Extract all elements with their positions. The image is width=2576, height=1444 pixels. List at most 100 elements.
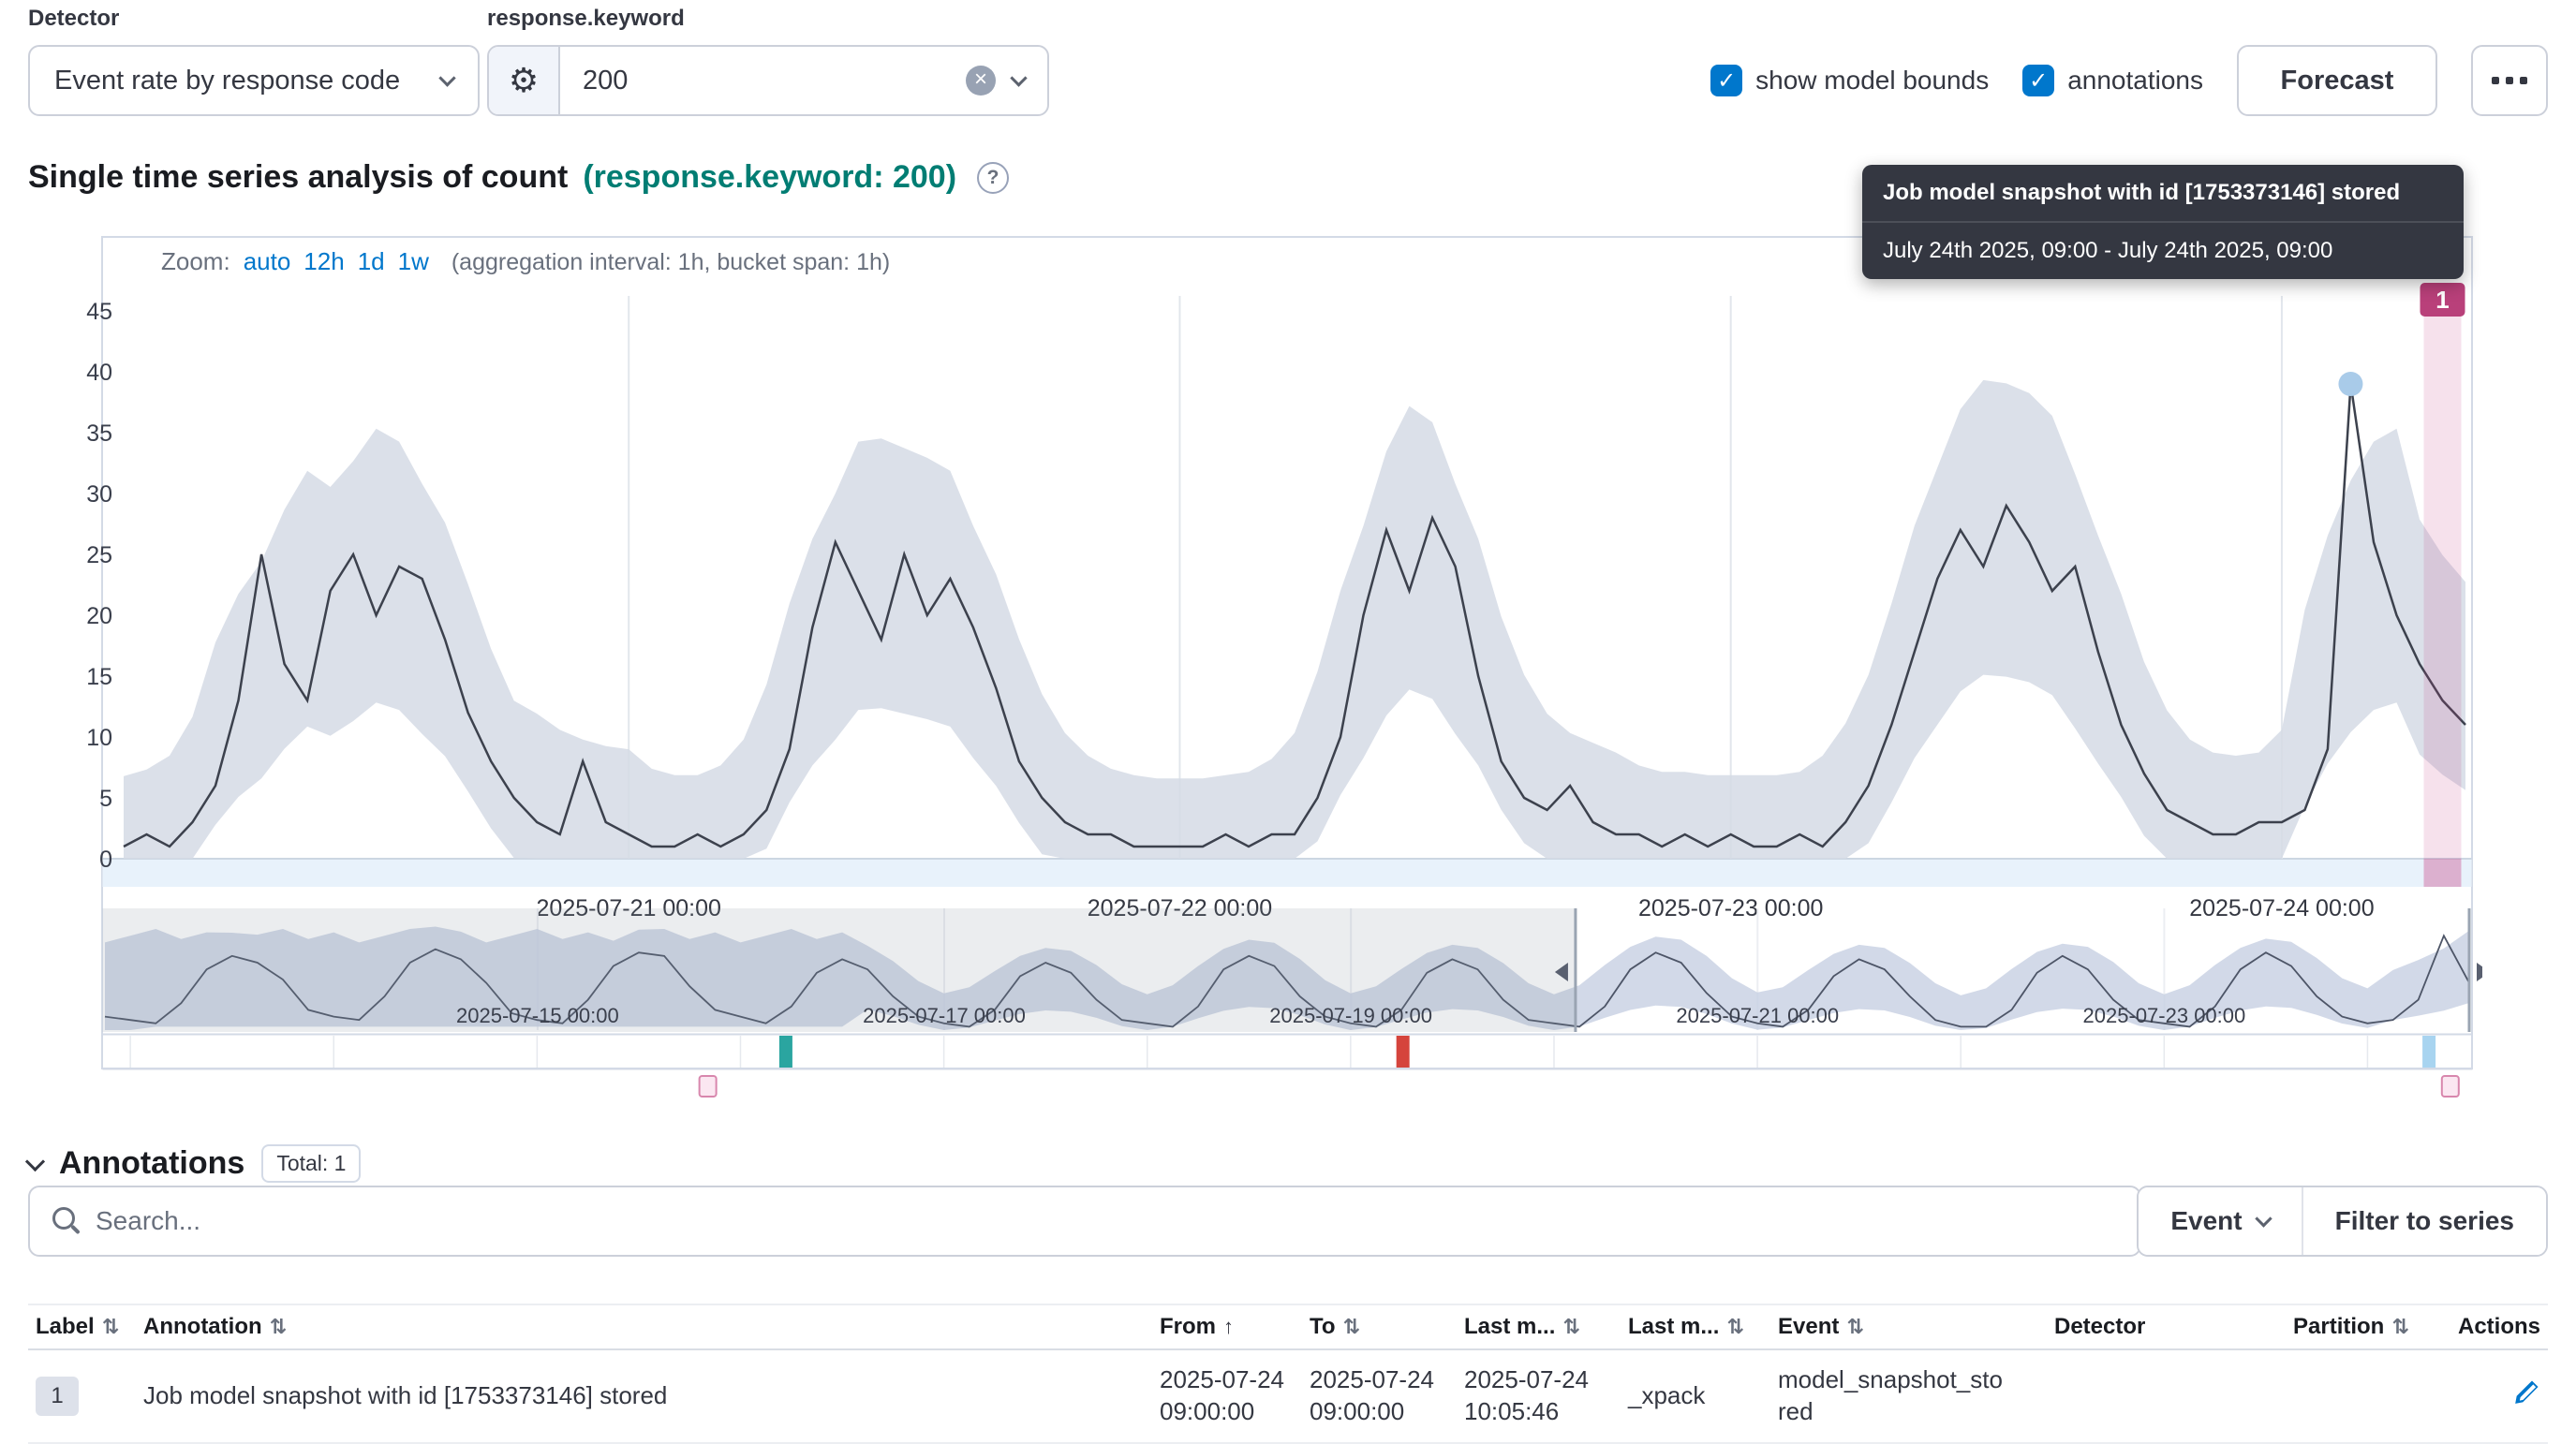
model-bounds-area [124,379,2465,859]
brush-left-arrow-icon[interactable] [1554,963,1568,981]
search-icon [52,1207,81,1235]
col-partition[interactable]: Partition ⇅ [2293,1314,2409,1339]
annotation-tooltip-title: Job model snapshot with id [1753373146] … [1862,165,2464,223]
event-filter-button[interactable]: Event [2139,1187,2302,1255]
col-detector: Detector [2054,1314,2146,1339]
show-model-bounds-label: show model bounds [1755,66,1990,95]
annotations-section-header[interactable]: Annotations Total: 1 [24,1144,362,1183]
x-tick-label: 2025-07-23 00:00 [1638,895,1823,921]
detector-label: Detector [28,6,120,31]
col-label[interactable]: Label ⇅ [36,1314,120,1339]
context-tick-label: 2025-07-15 00:00 [456,1004,619,1027]
table-header: Label ⇅ Annotation ⇅ From ↑ To ⇅ Last m... ⇅ … [28,1304,2548,1350]
divider [2301,1187,2303,1255]
context-value-line [104,934,2470,1028]
row-label: 1 [28,1367,136,1424]
col-to[interactable]: To ⇅ [1310,1314,1360,1339]
col-last-modified[interactable]: Last m... ⇅ [1464,1314,1580,1339]
context-tick-label: 2025-07-19 00:00 [1269,1004,1432,1027]
sort-icon: ⇅ [1342,1315,1360,1338]
annotations-search [28,1186,2141,1257]
col-actions: Actions [2457,1314,2540,1339]
sort-icon: ⇅ [1726,1315,1744,1338]
topbar-controls: ✓ show model bounds ✓ annotations Foreca… [1710,45,2548,116]
chevron-down-icon [1010,68,1028,87]
anomaly-swimlane-cell[interactable] [1396,1036,1410,1068]
annotations-checkbox[interactable]: ✓ annotations [2022,65,2203,96]
field-value-group: ⚙ × [487,45,1049,116]
y-tick-label: 0 [99,847,112,873]
annotation-badge-label: 1 [2435,286,2449,314]
sort-icon: ⇅ [1846,1315,1864,1338]
filter-to-series-button[interactable]: Filter to series [2302,1187,2546,1255]
annotation-badge[interactable] [2420,283,2465,317]
sort-icon: ↑ [1223,1315,1234,1338]
value-line [123,383,2466,848]
sort-icon: ⇅ [2391,1315,2409,1338]
row-event: model_snapshot_stored [1778,1365,2003,1425]
chevron-down-icon [438,68,456,87]
more-options-button[interactable] [2471,45,2548,116]
y-tick-label: 35 [86,420,112,447]
model-snapshot-marker-dot[interactable] [2338,372,2363,396]
zoom-link-auto[interactable]: auto [243,247,291,275]
context-tick-label: 2025-07-21 00:00 [1676,1004,1839,1027]
col-event[interactable]: Event ⇅ [1778,1314,1864,1339]
detector-select-value: Event rate by response code [54,65,401,96]
y-tick-label: 30 [86,481,112,508]
brush-right-arrow-icon[interactable] [2477,963,2482,981]
sort-icon: ⇅ [1562,1315,1580,1338]
page-title: Single time series analysis of count (re… [28,159,1010,196]
row-to: 2025-07-24 09:00:00 [1310,1365,1434,1425]
anomaly-swimlane-cell[interactable] [2422,1036,2436,1068]
context-tick-label: 2025-07-17 00:00 [863,1004,1026,1027]
annotations-heading: Annotations [59,1145,245,1181]
forecast-button[interactable]: Forecast [2237,45,2437,116]
anomaly-swimlane-cell[interactable] [778,1036,792,1068]
page-title-accent: (response.keyword: 200) [583,159,957,195]
row-partition [2286,1387,2468,1406]
x-tick-label: 2025-07-24 00:00 [2189,895,2374,921]
edit-icon[interactable] [2512,1378,2540,1415]
annotation-tooltip-subtitle: July 24th 2025, 09:00 - July 24th 2025, … [1883,238,2333,263]
annotation-band-strip [2423,859,2462,887]
show-model-bounds-checkbox[interactable]: ✓ show model bounds [1710,65,1989,96]
y-tick-label: 45 [86,299,112,325]
zoom-link-12h[interactable]: 12h [303,247,345,275]
gear-icon[interactable]: ⚙ [489,47,560,114]
aggregation-info: (aggregation interval: 1h, bucket span: … [451,249,891,275]
y-tick-label: 10 [86,725,112,751]
y-tick-label: 15 [86,664,112,690]
row-detector [2047,1387,2286,1406]
annotation-band[interactable] [2423,309,2462,859]
col-from[interactable]: From ↑ [1160,1314,1234,1339]
event-filter-label: Event [2170,1206,2243,1235]
help-icon[interactable]: ? [977,161,1010,194]
y-tick-label: 5 [99,786,112,812]
col-annotation[interactable]: Annotation ⇅ [143,1314,288,1339]
row-annotation: Job model snapshot with id [1753373146] … [143,1381,668,1410]
annotation-marker[interactable] [2440,1075,2460,1098]
clear-icon[interactable]: × [966,66,996,96]
context-bounds-area [105,926,2469,1030]
checkbox-checked-icon: ✓ [1710,65,1743,96]
time-series-chart: Zoom: auto 12h 1d 1w (aggregation interv… [37,236,2482,1116]
collapse-chevron-icon[interactable] [24,1151,46,1172]
table-row: 1 Job model snapshot with id [1753373146… [28,1350,2548,1444]
x-tick-label: 2025-07-21 00:00 [537,895,721,921]
field-label: response.keyword [487,6,685,31]
chevron-down-icon [2254,1209,2273,1228]
zoom-label: Zoom: [161,247,230,275]
field-value-input[interactable] [560,65,966,96]
col-last-modified-by[interactable]: Last m... ⇅ [1628,1314,1744,1339]
x-axis-strip [102,859,2472,887]
search-input[interactable] [81,1206,2117,1236]
zoom-link-1w[interactable]: 1w [397,247,429,275]
y-tick-label: 20 [86,603,112,629]
detector-select[interactable]: Event rate by response code [28,45,480,116]
zoom-link-1d[interactable]: 1d [357,247,385,275]
context-chart[interactable]: 2025-07-15 00:00 2025-07-17 00:00 2025-07-… [37,903,2482,1104]
x-tick-label: 2025-07-22 00:00 [1088,895,1272,921]
annotation-marker[interactable] [698,1075,718,1098]
